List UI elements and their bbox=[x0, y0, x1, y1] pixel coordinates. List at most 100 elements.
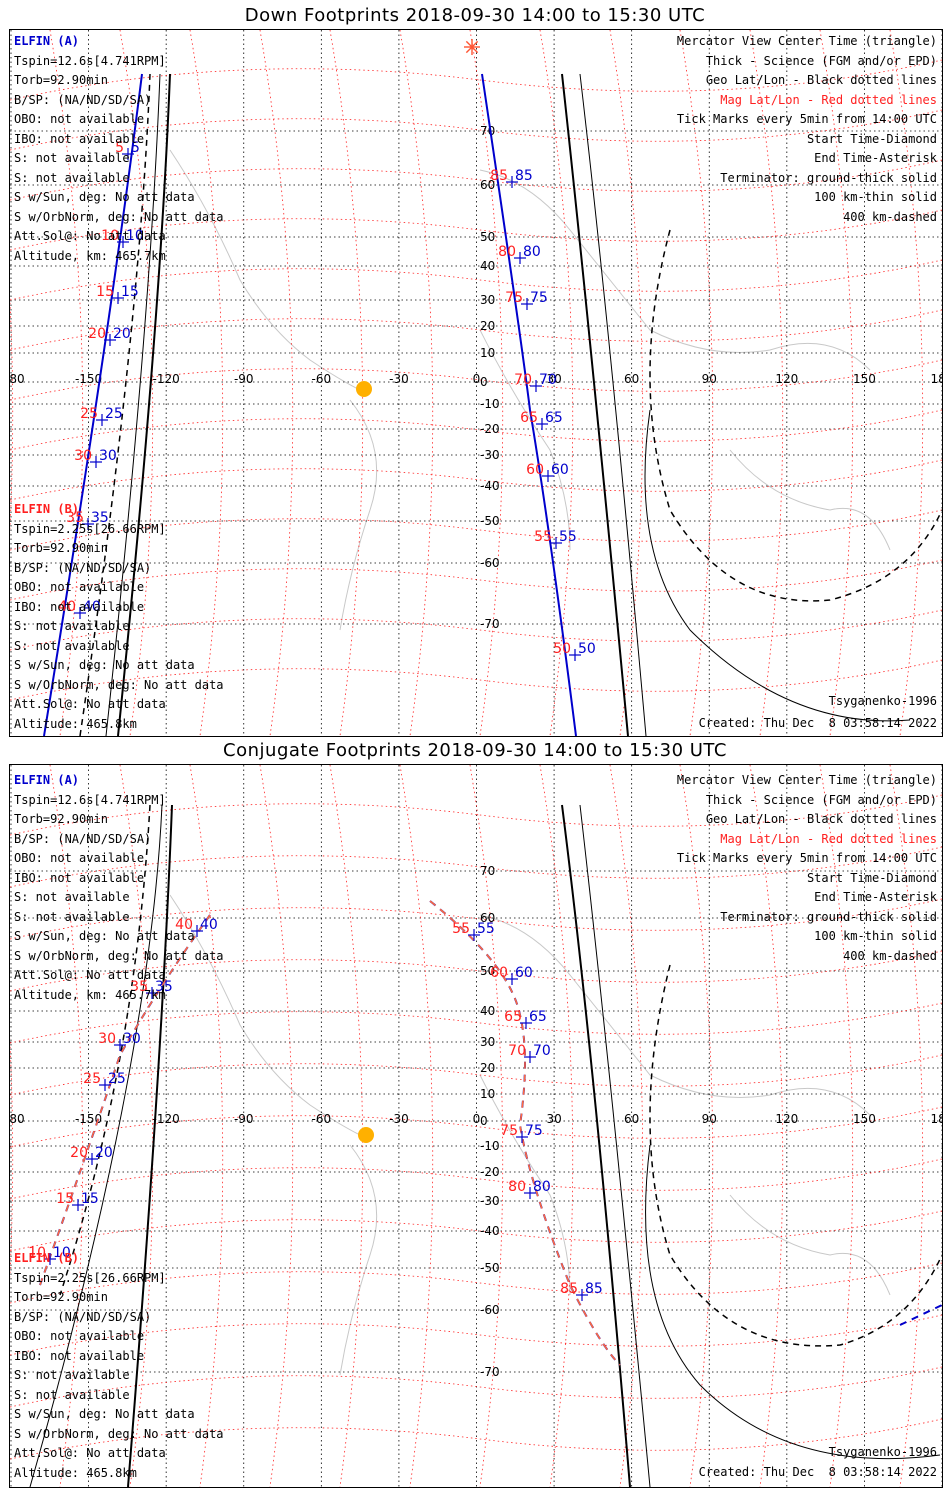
legend-line: 100 km-thin solid bbox=[814, 929, 937, 943]
lat-label: 30 bbox=[480, 1035, 495, 1049]
created-label: Created: Thu Dec 8 03:58:14 2022 bbox=[698, 716, 937, 730]
info-line: Tspin=2.25s[26.66RPM] bbox=[14, 521, 166, 536]
mag-lon-line bbox=[49, 765, 84, 1487]
lat-label: -10 bbox=[480, 397, 500, 411]
lat-label: 70 bbox=[480, 124, 495, 138]
tick-label-mag: 40 bbox=[175, 917, 193, 933]
tick-label-mag: 20 bbox=[70, 1145, 88, 1161]
mag-lat-line bbox=[10, 1158, 942, 1200]
info-line: B/SP: (NA/ND/SD/SA) bbox=[14, 560, 152, 575]
mag-lat-line bbox=[10, 259, 942, 301]
info-line: S: not available bbox=[14, 638, 130, 653]
sun-icon bbox=[356, 381, 372, 397]
coastline bbox=[729, 449, 891, 551]
tick-label-mag: 80 bbox=[508, 1179, 526, 1195]
tick-label-a: 10 bbox=[53, 1245, 71, 1261]
info-line: OBO: not available bbox=[14, 580, 145, 594]
tick-label-a: 75 bbox=[525, 1123, 543, 1139]
left-info-b: ELFIN (B) Tspin=2.25s[26.66RPM] Torb=92.… bbox=[14, 1249, 224, 1483]
tick-label-a: 25 bbox=[105, 406, 123, 422]
tick-label-a: 15 bbox=[121, 284, 139, 300]
footprint-track bbox=[43, 73, 143, 736]
info-line: IBO: not available bbox=[14, 1348, 145, 1363]
mag-lon-line bbox=[189, 765, 224, 1487]
info-line: Torb=92.90min bbox=[14, 541, 108, 555]
tick-label-mag: 60 bbox=[526, 462, 544, 478]
lon-label: 150 bbox=[853, 372, 876, 386]
lat-label: -30 bbox=[480, 448, 500, 462]
info-line: S w/Sun, deg: No att data bbox=[14, 929, 195, 943]
info-line: S w/OrbNorm, deg: No att data bbox=[14, 948, 224, 963]
lon-label: 0 bbox=[473, 1112, 481, 1126]
info-line: S w/Sun, deg: No att data bbox=[14, 1407, 195, 1421]
lon-label: -120 bbox=[153, 1112, 180, 1126]
mag-lon-line bbox=[609, 30, 644, 736]
tick-label-a: 85 bbox=[515, 168, 533, 184]
lat-label: 0 bbox=[480, 375, 488, 389]
tick-label-a: 40 bbox=[83, 599, 101, 615]
info-line: Att.Sol@: No att data bbox=[14, 968, 166, 982]
mag-lon-line bbox=[399, 765, 434, 1487]
lat-label: -60 bbox=[480, 1303, 500, 1317]
lat-label: -10 bbox=[480, 1139, 500, 1153]
mag-lat-line bbox=[10, 59, 942, 101]
mag-lon-line bbox=[49, 30, 84, 736]
sun-icon bbox=[358, 1127, 374, 1143]
tick-label-a: 50 bbox=[578, 641, 596, 657]
mag-lon-line bbox=[329, 765, 364, 1487]
mag-lat-line bbox=[10, 794, 942, 836]
sat-a-name: ELFIN (A) bbox=[14, 34, 80, 48]
lat-label: 60 bbox=[480, 178, 495, 192]
lon-label: -30 bbox=[389, 1112, 409, 1126]
down-footprints-title: Down Footprints 2018-09-30 14:00 to 15:3… bbox=[244, 5, 706, 26]
right-legend: Mercator View Center Time (triangle) Thi… bbox=[677, 32, 937, 227]
tick-label-a: 25 bbox=[108, 1071, 126, 1087]
legend-line: Thick - Science (FGM and/or EPD) bbox=[705, 53, 937, 68]
legend-line: Geo Lat/Lon - Black dotted lines bbox=[705, 812, 937, 826]
lon-label: -90 bbox=[234, 372, 254, 386]
lat-label: 20 bbox=[480, 319, 495, 333]
mag-lat-line bbox=[10, 1054, 942, 1096]
info-line: Att.Sol@: No att data bbox=[14, 697, 166, 711]
legend-line: Thick - Science (FGM and/or EPD) bbox=[705, 792, 937, 807]
info-line: S: not available bbox=[14, 890, 130, 904]
tick-label-mag: 85 bbox=[490, 168, 508, 184]
lat-label: -50 bbox=[480, 514, 500, 528]
tick-label-a: 70 bbox=[539, 372, 557, 388]
mag-lon-line bbox=[889, 765, 924, 1487]
conjugate-footprints-map: -180-150-120-90-60-300306090120150180706… bbox=[9, 764, 943, 1488]
lon-label: 0 bbox=[473, 372, 481, 386]
legend-line: Geo Lat/Lon - Black dotted lines bbox=[705, 73, 937, 87]
info-line: Altitude: 465.8km bbox=[14, 716, 137, 731]
info-line: IBO: not available bbox=[14, 870, 145, 885]
tick-label-a: 65 bbox=[545, 410, 563, 426]
lat-label: 10 bbox=[480, 346, 495, 360]
tick-label-mag: 55 bbox=[534, 529, 552, 545]
info-line: Altitude: 465.8km bbox=[14, 1465, 137, 1480]
footprint-track-mag bbox=[429, 900, 621, 1366]
mag-lat-line bbox=[10, 559, 942, 601]
tick-label-mag: 75 bbox=[505, 290, 523, 306]
legend-line: Tick Marks every 5min from 14:00 UTC bbox=[676, 851, 937, 865]
model-label: Tsyganenko-1996 bbox=[828, 1445, 937, 1459]
mag-lat-line bbox=[10, 1366, 942, 1408]
down-footprints-map: -180-150-120-90-60-300306090120150180706… bbox=[9, 29, 943, 737]
lat-label: -70 bbox=[480, 1365, 500, 1379]
tick-label-mag: 10 bbox=[101, 228, 119, 244]
info-line: S: not available bbox=[14, 170, 130, 185]
tick-label-mag: 55 bbox=[452, 921, 470, 937]
lat-label: 40 bbox=[480, 1004, 495, 1018]
created-label: Created: Thu Dec 8 03:58:14 2022 bbox=[698, 1465, 937, 1479]
right-legend: Mercator View Center Time (triangle) Thi… bbox=[677, 771, 937, 966]
lon-label: -120 bbox=[153, 372, 180, 386]
map-canvas: -180-150-120-90-60-300306090120150180706… bbox=[10, 30, 942, 736]
lat-label: -40 bbox=[480, 479, 500, 493]
tick-label-mag: 15 bbox=[96, 284, 114, 300]
coastline bbox=[479, 1074, 571, 1296]
tick-label-mag: 35 bbox=[130, 979, 148, 995]
mag-lon-line bbox=[679, 30, 714, 736]
mag-lat-line bbox=[10, 1314, 942, 1356]
legend-line: Mag Lat/Lon - Red dotted lines bbox=[720, 831, 937, 846]
left-info-b: ELFIN (B) Tspin=2.25s[26.66RPM] Torb=92.… bbox=[14, 500, 224, 734]
legend-line: 400 km-dashed bbox=[843, 948, 937, 963]
